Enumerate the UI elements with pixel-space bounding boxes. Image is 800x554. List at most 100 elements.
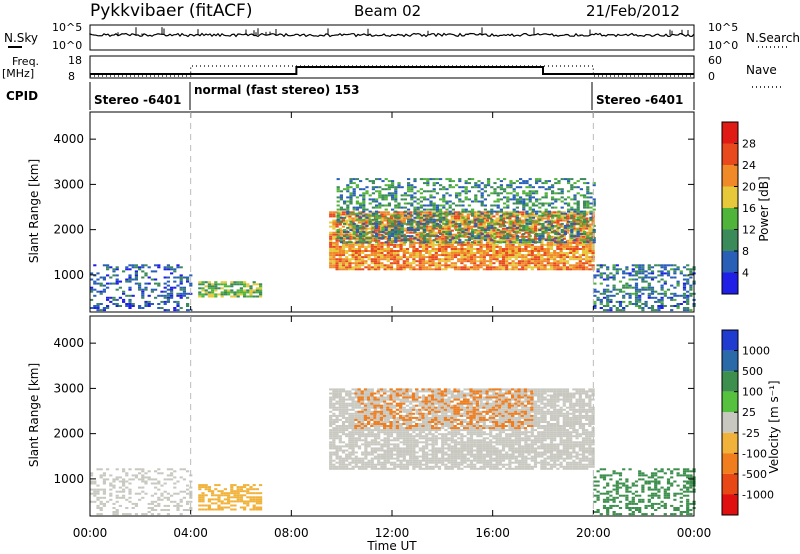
heatmap-cell-r2 <box>501 254 506 257</box>
heatmap-cell-r2 <box>508 239 512 242</box>
heatmap-cell-r2 <box>335 402 339 405</box>
heatmap-cell-r3 <box>439 210 443 213</box>
heatmap-cell-r3 <box>410 235 414 238</box>
heatmap-cell-r3 <box>557 180 561 183</box>
heatmap-cell-r0 <box>93 500 97 503</box>
heatmap-cell-r2 <box>338 441 342 444</box>
heatmap-cell-r2 <box>380 258 384 261</box>
heatmap-cell-r2 <box>386 461 390 464</box>
heatmap-cell-r4 <box>634 266 639 269</box>
heatmap-cell-r2 <box>348 260 352 263</box>
heatmap-cell-r2 <box>345 256 349 259</box>
heatmap-cell-r2 <box>357 467 362 470</box>
heatmap-cell-r2 <box>386 241 390 244</box>
heatmap-cell-r2 <box>514 229 518 232</box>
heatmap-cell-r2 <box>514 262 518 265</box>
heatmap-cell-r2 <box>370 435 374 438</box>
heatmap-cell-r4 <box>593 288 597 291</box>
heatmap-cell-r3 <box>439 233 443 235</box>
heatmap-cell-r2 <box>517 231 522 234</box>
heatmap-cell-r2 <box>450 248 454 250</box>
heatmap-cell-r1 <box>243 283 247 286</box>
heatmap-cell-r0 <box>125 472 129 475</box>
heatmap-cell-r2 <box>591 219 595 222</box>
heatmap-cell-r2 <box>380 443 384 446</box>
heatmap-cell-r1 <box>239 488 243 491</box>
heatmap-cell-r4 <box>644 276 648 279</box>
heatmap-cell-r3 <box>496 229 500 231</box>
heatmap-cell-r2 <box>460 227 464 230</box>
heatmap-cell-r2 <box>361 461 365 464</box>
heatmap-cell-r3 <box>423 241 427 244</box>
heatmap-cell-r2 <box>444 252 448 254</box>
heatmap-cell-r4 <box>670 276 674 279</box>
heatmap-cell-r3 <box>381 229 385 231</box>
heatmap-cell-r2 <box>581 229 586 232</box>
heatmap-cell-r2 <box>463 225 467 228</box>
heatmap-cell-r2 <box>546 243 550 246</box>
heatmap-cell-r3 <box>525 198 529 201</box>
heatmap-cell-r0 <box>93 490 97 493</box>
heatmap-cell-r2 <box>431 264 435 267</box>
heatmap-cell-r2 <box>505 264 509 267</box>
heatmap-cell-r2 <box>530 250 534 252</box>
heatmap-cell-r2 <box>450 215 454 218</box>
heatmap-cell-r3 <box>397 216 401 219</box>
heatmap-cell-r4 <box>634 303 639 305</box>
heatmap-cell-r4 <box>631 268 635 271</box>
heatmap-cell-r4 <box>666 272 671 275</box>
heatmap-cell-r2 <box>591 227 595 230</box>
heatmap-cell-r1 <box>207 498 211 501</box>
heatmap-cell-r2 <box>415 241 419 244</box>
heatmap-cell-r3 <box>563 224 567 227</box>
heatmap-cell-r3 <box>423 229 427 231</box>
heatmap-cell-r3 <box>506 216 510 219</box>
heatmap-cell-r2 <box>434 231 438 234</box>
heatmap-cell-r3 <box>394 235 398 238</box>
heatmap-cell-r3 <box>515 210 519 213</box>
heatmap-cell-r3 <box>592 182 596 185</box>
heatmap-cell-r2 <box>383 441 387 444</box>
heatmap-cell-r2 <box>370 225 374 228</box>
heatmap-cell-r2 <box>377 406 381 409</box>
heatmap-cell-r0 <box>138 486 142 489</box>
heatmap-cell-r3 <box>413 196 417 199</box>
heatmap-cell-r2 <box>357 248 362 250</box>
heatmap-cell-r3 <box>528 239 532 242</box>
heatmap-cell-r3 <box>397 233 401 235</box>
heatmap-cell-r3 <box>487 182 491 185</box>
heatmap-cell-r2 <box>428 262 432 265</box>
heatmap-cell-r0 <box>144 264 148 267</box>
heatmap-cell-r2 <box>466 256 470 259</box>
heatmap-cell-r2 <box>511 268 515 271</box>
heatmap-cell-r3 <box>387 202 391 205</box>
heatmap-cell-r3 <box>583 241 587 244</box>
heatmap-cell-r2 <box>495 227 499 230</box>
heatmap-cell-r4 <box>599 272 603 275</box>
heatmap-cell-r4 <box>609 272 613 275</box>
heatmap-cell-r3 <box>439 208 443 211</box>
heatmap-cell-r2 <box>357 427 362 430</box>
heatmap-cell-r4 <box>615 264 619 267</box>
heatmap-cell-r1 <box>236 490 240 493</box>
heatmap-cell-r0 <box>173 500 177 503</box>
heatmap-cell-r3 <box>538 186 542 189</box>
heatmap-cell-r3 <box>371 186 375 189</box>
heatmap-cell-r1 <box>211 494 215 497</box>
heatmap-cell-r4 <box>615 288 619 291</box>
heatmap-cell-r3 <box>503 202 507 205</box>
heatmap-cell-r2 <box>540 254 544 257</box>
heatmap-cell-r2 <box>364 423 368 425</box>
heatmap-cell-r2 <box>498 248 502 250</box>
heatmap-cell-r3 <box>583 222 587 225</box>
heatmap-cell-r3 <box>410 214 414 217</box>
heatmap-cell-r0 <box>141 476 145 479</box>
heatmap-cell-r4 <box>622 270 626 273</box>
heatmap-cell-r3 <box>493 233 497 235</box>
heatmap-cell-r2 <box>351 449 355 452</box>
heatmap-cell-r0 <box>179 296 183 299</box>
heatmap-cell-r1 <box>201 283 205 286</box>
heatmap-cell-r1 <box>207 283 211 286</box>
heatmap-cell-r2 <box>386 443 390 446</box>
heatmap-cell-r2 <box>393 245 397 248</box>
